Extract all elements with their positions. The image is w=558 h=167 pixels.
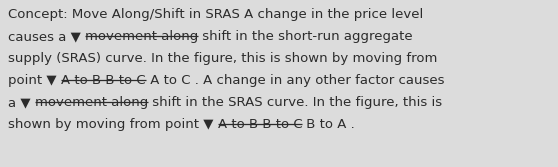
- Text: shift in the SRAS curve. In the figure, this is: shift in the SRAS curve. In the figure, …: [148, 96, 442, 109]
- Text: A to C . A change in any other factor causes: A to C . A change in any other factor ca…: [146, 74, 444, 87]
- Text: point ▼: point ▼: [8, 74, 61, 87]
- Text: movement along: movement along: [85, 30, 199, 43]
- Text: A to B B to C: A to B B to C: [61, 74, 146, 87]
- Text: a ▼: a ▼: [8, 96, 35, 109]
- Text: B to A .: B to A .: [302, 118, 355, 131]
- Text: supply (SRAS) curve. In the figure, this is shown by moving from: supply (SRAS) curve. In the figure, this…: [8, 52, 437, 65]
- Text: shown by moving from point ▼: shown by moving from point ▼: [8, 118, 218, 131]
- Text: movement along: movement along: [35, 96, 148, 109]
- Text: A to B B to C: A to B B to C: [218, 118, 302, 131]
- Text: causes a ▼: causes a ▼: [8, 30, 85, 43]
- Text: shift in the short-run aggregate: shift in the short-run aggregate: [199, 30, 413, 43]
- Text: Concept: Move Along/Shift in SRAS A change in the price level: Concept: Move Along/Shift in SRAS A chan…: [8, 8, 424, 21]
